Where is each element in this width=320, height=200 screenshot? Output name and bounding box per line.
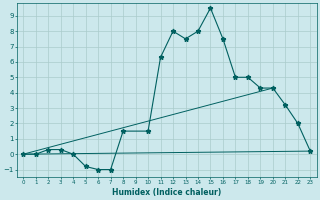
X-axis label: Humidex (Indice chaleur): Humidex (Indice chaleur): [112, 188, 221, 197]
